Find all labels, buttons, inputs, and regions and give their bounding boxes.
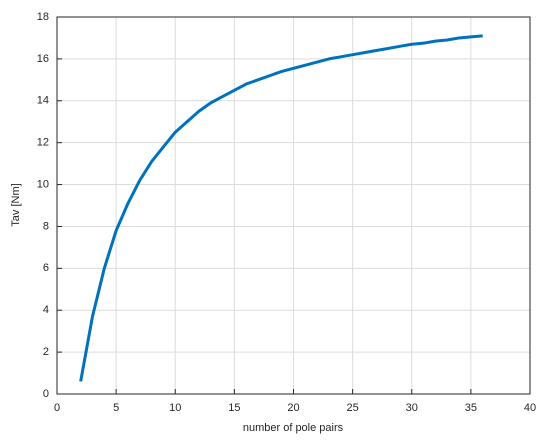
x-tick-label: 25: [347, 402, 359, 414]
y-tick-label: 14: [37, 95, 49, 107]
x-tick-label: 15: [228, 402, 240, 414]
x-axis-label: number of pole pairs: [243, 422, 344, 434]
x-tick-label: 0: [54, 402, 60, 414]
y-tick-label: 4: [43, 304, 49, 316]
plot-frame: [56, 16, 531, 395]
data-line: [79, 34, 483, 382]
y-tick-label: 6: [43, 262, 49, 274]
x-tick-label: 35: [465, 402, 477, 414]
x-tick-label: 20: [287, 402, 299, 414]
x-tick-label: 30: [406, 402, 418, 414]
y-tick-label: 2: [43, 346, 49, 358]
y-tick-label: 18: [37, 11, 49, 23]
y-tick-label: 8: [43, 220, 49, 232]
x-tick-label: 10: [169, 402, 181, 414]
y-tick-label: 10: [37, 178, 49, 190]
x-tick-label: 40: [524, 402, 536, 414]
x-tick-label: 5: [113, 402, 119, 414]
y-tick-label: 0: [43, 388, 49, 400]
y-tick-label: 12: [37, 137, 49, 149]
y-tick-label: 16: [37, 53, 49, 65]
y-axis-label: Tav [Nm]: [10, 183, 22, 226]
